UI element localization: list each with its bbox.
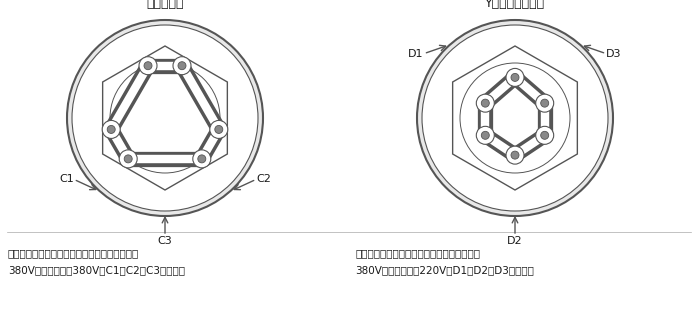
Circle shape [535, 94, 554, 112]
Circle shape [144, 62, 152, 70]
Text: C1: C1 [59, 174, 74, 184]
Circle shape [417, 20, 613, 216]
Circle shape [178, 62, 186, 70]
Circle shape [198, 155, 206, 163]
Circle shape [193, 150, 211, 168]
Circle shape [210, 121, 228, 138]
Circle shape [119, 150, 138, 168]
Circle shape [476, 94, 494, 112]
Circle shape [482, 131, 489, 139]
Circle shape [215, 125, 223, 133]
Circle shape [67, 20, 263, 216]
Text: 星形接法一般都接三相电，国内三相电一般为: 星形接法一般都接三相电，国内三相电一般为 [355, 248, 480, 258]
Circle shape [72, 25, 258, 211]
Text: D2: D2 [507, 236, 523, 246]
Text: 380V，单根电压：220V，D1、D2、D3均接火线: 380V，单根电压：220V，D1、D2、D3均接火线 [355, 265, 534, 275]
Text: Y型（星型）接法: Y型（星型）接法 [485, 0, 545, 10]
Text: D1: D1 [408, 49, 424, 59]
Polygon shape [103, 46, 228, 190]
Circle shape [124, 155, 132, 163]
Circle shape [506, 146, 524, 164]
Circle shape [541, 131, 549, 139]
Circle shape [102, 121, 120, 138]
Text: C3: C3 [158, 236, 172, 246]
Circle shape [506, 68, 524, 87]
Circle shape [139, 57, 157, 75]
Circle shape [535, 126, 554, 144]
Circle shape [476, 126, 494, 144]
Circle shape [511, 74, 519, 81]
Circle shape [422, 25, 608, 211]
Circle shape [173, 57, 191, 75]
Text: 三角形接法: 三角形接法 [147, 0, 184, 10]
Circle shape [511, 151, 519, 159]
Text: D3: D3 [607, 49, 622, 59]
Polygon shape [452, 46, 577, 190]
Text: C2: C2 [256, 174, 271, 184]
Circle shape [107, 125, 115, 133]
Text: 三角形接法一般都接三相电，国内三相电一般为: 三角形接法一般都接三相电，国内三相电一般为 [8, 248, 139, 258]
Text: 380V，单根电压：380V，C1、C2、C3均接火线: 380V，单根电压：380V，C1、C2、C3均接火线 [8, 265, 185, 275]
Circle shape [541, 99, 549, 107]
Circle shape [482, 99, 489, 107]
